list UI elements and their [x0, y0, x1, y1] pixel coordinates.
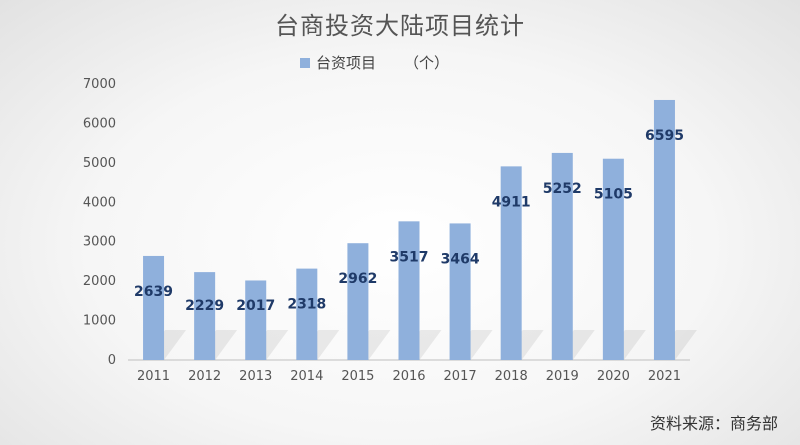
data-label: 2318 [287, 297, 326, 313]
legend-unit: （个） [404, 54, 450, 72]
y-tick-label: 1000 [83, 314, 116, 329]
y-tick-label: 3000 [83, 235, 116, 250]
bar [500, 166, 522, 360]
x-tick-label: 2016 [392, 369, 425, 384]
data-label: 5252 [543, 181, 582, 197]
bar [296, 268, 318, 360]
legend-swatch [300, 57, 310, 68]
chart-legend: 台资项目 （个） [300, 52, 449, 73]
data-label: 3517 [390, 249, 429, 265]
x-tick-label: 2015 [341, 369, 374, 384]
x-tick-label: 2018 [495, 369, 528, 384]
data-source: 资料来源：商务部 [649, 414, 778, 433]
bar [602, 158, 624, 360]
data-label: 6595 [645, 128, 684, 144]
x-tick-label: 2019 [546, 369, 579, 384]
x-tick-label: 2014 [290, 369, 323, 384]
y-tick-label: 0 [108, 353, 116, 368]
y-tick-label: 6000 [83, 116, 116, 131]
y-tick-label: 4000 [83, 195, 116, 210]
data-label: 2639 [134, 284, 173, 300]
bar [551, 152, 573, 360]
x-tick-label: 2012 [188, 369, 221, 384]
data-label: 3464 [441, 251, 480, 267]
y-tick-label: 7000 [83, 77, 116, 92]
x-tick-label: 2011 [137, 369, 170, 384]
chart-title: 台商投资大陆项目统计 [275, 12, 525, 40]
bar [143, 255, 165, 360]
legend-series-label: 台资项目 [316, 54, 377, 72]
y-tick-label: 2000 [83, 274, 116, 289]
data-label: 2962 [338, 271, 377, 287]
bar [398, 221, 420, 360]
x-tick-label: 2017 [444, 369, 477, 384]
bar [449, 223, 471, 360]
bar [194, 272, 216, 360]
data-label: 2017 [236, 298, 275, 314]
data-label: 5105 [594, 187, 633, 203]
data-label: 4911 [492, 194, 531, 210]
x-tick-label: 2020 [597, 369, 630, 384]
bar [245, 280, 267, 360]
data-label: 2229 [185, 298, 224, 314]
x-tick-label: 2013 [239, 369, 272, 384]
y-tick-label: 5000 [83, 156, 116, 171]
x-tick-label: 2021 [648, 369, 681, 384]
bar [347, 243, 369, 360]
bar [653, 99, 675, 361]
